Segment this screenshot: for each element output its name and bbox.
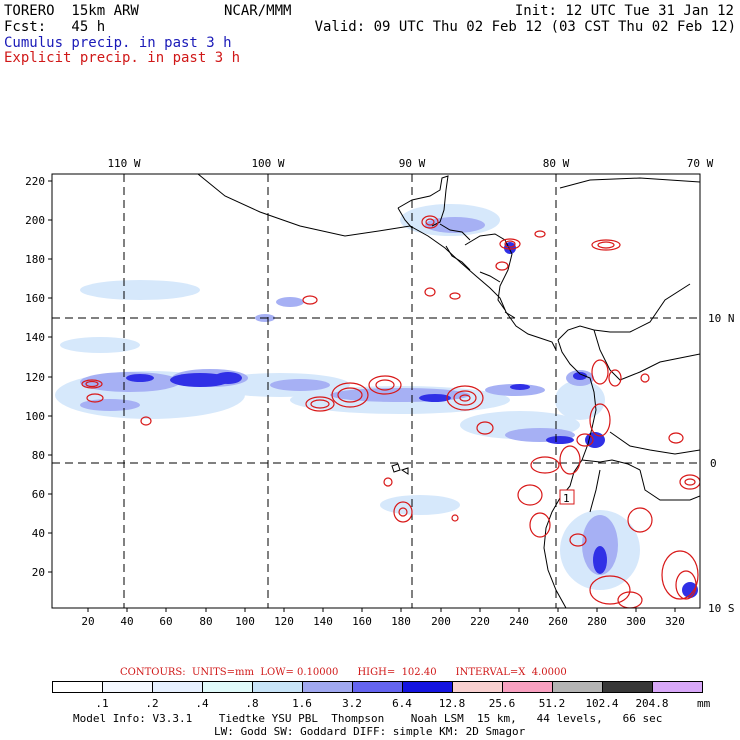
colorbar-unit: mm [697, 697, 711, 710]
lon-label-80w: 80 W [543, 157, 570, 170]
lon-label-100w: 100 W [251, 157, 284, 170]
contour-info: CONTOURS: UNITS=mm LOW= 0.10000 HIGH= 10… [120, 667, 567, 678]
y-axis: 220 200 180 160 140 120 100 80 60 40 20 [25, 175, 52, 579]
y-tick-label: 60 [32, 488, 45, 501]
x-tick-label: 20 [81, 615, 94, 628]
colorbar-level-label: .1 [95, 697, 109, 710]
x-tick-label: 300 [626, 615, 646, 628]
colorbar-swatch [552, 681, 603, 693]
lat-label-0: 0 [710, 457, 717, 470]
x-tick-label: 280 [587, 615, 607, 628]
x-tick-label: 260 [548, 615, 568, 628]
station-marker [559, 489, 575, 505]
colorbar-swatch [202, 681, 253, 693]
colorbar-level-label: 12.8 [438, 697, 466, 710]
lat-lon-grid [52, 174, 700, 608]
colorbar-swatch [652, 681, 703, 693]
colorbar-level-label: 102.4 [585, 697, 619, 710]
colorbar-level-label: 51.2 [538, 697, 566, 710]
y-tick-label: 220 [25, 175, 45, 188]
y-tick-label: 120 [25, 371, 45, 384]
lat-label-10s: 10 S [708, 602, 735, 615]
model-info: Model Info: V3.3.1 Tiedtke YSU PBL Thomp… [73, 712, 663, 725]
colorbar-swatch [402, 681, 453, 693]
station-marker-label: 1 [563, 492, 570, 505]
coastlines [197, 174, 700, 608]
x-tick-label: 320 [665, 615, 685, 628]
colorbar-level-label: 1.6 [292, 697, 312, 710]
colorbar-level-label: .2 [145, 697, 159, 710]
x-tick-label: 180 [391, 615, 411, 628]
y-tick-label: 40 [32, 527, 45, 540]
y-tick-label: 100 [25, 410, 45, 423]
lat-label-10n: 10 N [708, 312, 735, 325]
colorbar-swatch [502, 681, 553, 693]
x-tick-label: 40 [120, 615, 133, 628]
colorbar-level-label: 25.6 [488, 697, 516, 710]
colorbar-swatch [302, 681, 353, 693]
x-tick-label: 120 [274, 615, 294, 628]
explicit-legend: Explicit precip. in past 3 h [4, 50, 241, 66]
x-tick-label: 160 [352, 615, 372, 628]
lon-label-70w: 70 W [687, 157, 714, 170]
y-tick-label: 80 [32, 449, 45, 462]
x-axis: 20 40 60 80 100 120 140 160 180 200 220 … [81, 608, 685, 628]
physics-info: LW: Godd SW: Goddard DIFF: simple KM: 2D… [214, 725, 526, 738]
init-time: Init: 12 UTC Tue 31 Jan 12 [514, 3, 734, 19]
model-title: TORERO 15km ARW [4, 3, 139, 19]
colorbar-swatch [252, 681, 303, 693]
colorbar-level-label: .8 [245, 697, 259, 710]
org-label: NCAR/MMM [224, 3, 292, 19]
y-tick-label: 20 [32, 566, 45, 579]
colorbar-swatch [452, 681, 503, 693]
lon-label-110w: 110 W [107, 157, 140, 170]
colorbar-level-label: 204.8 [635, 697, 669, 710]
x-tick-label: 220 [470, 615, 490, 628]
cumulus-precip-shading [55, 204, 698, 598]
colorbar-swatch [102, 681, 153, 693]
colorbar-swatch [352, 681, 403, 693]
valid-time: Valid: 09 UTC Thu 02 Feb 12 (03 CST Thu … [314, 19, 736, 35]
colorbar-swatch [152, 681, 203, 693]
cumulus-legend: Cumulus precip. in past 3 h [4, 35, 232, 51]
x-tick-label: 80 [199, 615, 212, 628]
x-tick-label: 100 [235, 615, 255, 628]
forecast-hour: Fcst: 45 h [4, 19, 106, 35]
colorbar-level-label: .4 [195, 697, 209, 710]
map-frame [51, 173, 701, 609]
colorbar-level-label: 6.4 [392, 697, 412, 710]
y-tick-label: 140 [25, 331, 45, 344]
x-tick-label: 200 [431, 615, 451, 628]
x-tick-label: 240 [509, 615, 529, 628]
colorbar-swatch [52, 681, 103, 693]
colorbar-swatch [602, 681, 653, 693]
y-tick-label: 180 [25, 253, 45, 266]
y-tick-label: 200 [25, 214, 45, 227]
precip-map: 110 W 100 W 90 W 80 W 70 W 10 N 0 10 S [25, 157, 735, 628]
explicit-precip-contours [81, 215, 700, 608]
x-tick-label: 60 [159, 615, 172, 628]
lon-label-90w: 90 W [399, 157, 426, 170]
colorbar-level-label: 3.2 [342, 697, 362, 710]
y-tick-label: 160 [25, 292, 45, 305]
x-tick-label: 140 [313, 615, 333, 628]
